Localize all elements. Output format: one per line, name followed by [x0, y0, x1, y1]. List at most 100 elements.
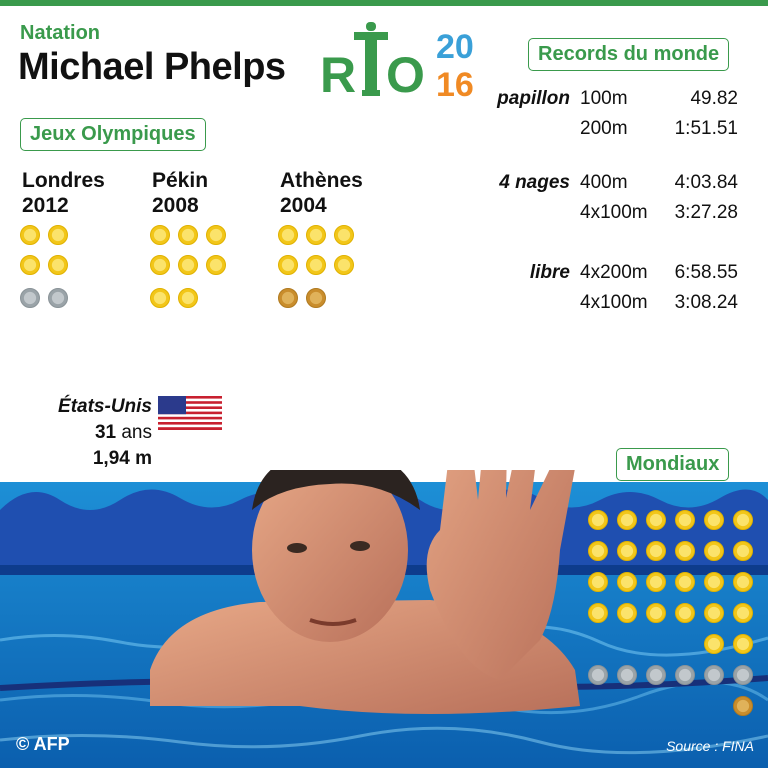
record-distance: 200m	[580, 118, 628, 139]
gold-medal-icon	[733, 634, 753, 654]
age-label: 31 ans	[2, 422, 152, 444]
silver-medal-icon	[646, 665, 666, 685]
record-distance: 4x100m	[580, 202, 648, 223]
gold-medal-icon	[178, 225, 198, 245]
logo-year-top: 20	[436, 28, 474, 66]
gold-medal-icon	[675, 541, 695, 561]
games-year: 2004	[280, 194, 327, 217]
record-row: 4x100m 3:27.28	[450, 202, 750, 226]
gold-medal-icon	[704, 634, 724, 654]
gold-medal-icon	[617, 603, 637, 623]
gold-medal-icon	[206, 255, 226, 275]
games-beijing: Pékin 2008	[152, 168, 208, 218]
gold-medal-icon	[617, 510, 637, 530]
gold-medal-icon	[733, 572, 753, 592]
record-distance: 4x200m	[580, 262, 648, 283]
gold-medal-icon	[588, 603, 608, 623]
gold-medal-icon	[588, 541, 608, 561]
gold-medal-icon	[675, 603, 695, 623]
gold-medal-icon	[588, 572, 608, 592]
gold-medal-icon	[178, 288, 198, 308]
record-row: libre 4x200m 6:58.55	[450, 262, 750, 286]
record-time: 4:03.84	[674, 172, 738, 193]
afp-credit: © AFP	[16, 734, 70, 754]
silver-medal-icon	[48, 288, 68, 308]
source-note: Source : FINA	[666, 738, 754, 754]
gold-medal-icon	[646, 510, 666, 530]
games-year: 2008	[152, 194, 199, 217]
games-year: 2012	[22, 194, 69, 217]
records-label: Records du monde	[528, 38, 730, 71]
bronze-medal-icon	[733, 696, 753, 716]
bronze-medal-icon	[278, 288, 298, 308]
logo-letter-r: R	[320, 47, 356, 103]
gold-medal-icon	[733, 510, 753, 530]
gold-medal-icon	[306, 225, 326, 245]
height-label: 1,94 m	[92, 448, 152, 469]
gold-medal-icon	[48, 225, 68, 245]
gold-medal-icon	[704, 603, 724, 623]
silver-medal-icon	[588, 665, 608, 685]
gold-medal-icon	[178, 255, 198, 275]
swimmer-photo	[0, 470, 768, 768]
record-time: 6:58.55	[674, 262, 738, 283]
games-london: Londres 2012	[22, 168, 105, 218]
gold-medal-icon	[704, 572, 724, 592]
silver-medal-icon	[704, 665, 724, 685]
gold-medal-icon	[334, 225, 354, 245]
gold-medal-icon	[617, 541, 637, 561]
record-row: 4 nages 400m 4:03.84	[450, 172, 750, 196]
usa-flag-icon	[158, 396, 222, 430]
gold-medal-icon	[617, 572, 637, 592]
silver-medal-icon	[20, 288, 40, 308]
gold-medal-icon	[20, 255, 40, 275]
country-label: États-Unis	[58, 396, 152, 417]
record-stroke: libre	[529, 262, 570, 283]
record-stroke: 4 nages	[499, 172, 570, 193]
record-row: 4x100m 3:08.24	[450, 292, 750, 316]
gold-medal-icon	[150, 288, 170, 308]
logo-letter-o: O	[386, 47, 425, 103]
record-distance: 4x100m	[580, 292, 648, 313]
gold-medal-icon	[733, 603, 753, 623]
rio-2016-logo: R O 20 16	[320, 22, 474, 104]
pool-scene	[0, 470, 768, 768]
gold-medal-icon	[704, 541, 724, 561]
gold-medal-icon	[206, 225, 226, 245]
gold-medal-icon	[733, 541, 753, 561]
gold-medal-icon	[646, 603, 666, 623]
record-distance: 100m	[580, 88, 628, 109]
record-stroke: papillon	[497, 88, 570, 109]
gold-medal-icon	[306, 255, 326, 275]
olympics-label: Jeux Olympiques	[20, 118, 206, 151]
silver-medal-icon	[733, 665, 753, 685]
gold-medal-icon	[150, 255, 170, 275]
gold-medal-icon	[646, 541, 666, 561]
gold-medal-icon	[150, 225, 170, 245]
gold-medal-icon	[278, 225, 298, 245]
record-row: papillon 100m 49.82	[450, 88, 750, 112]
gold-medal-icon	[20, 225, 40, 245]
logo-year-bottom: 16	[436, 66, 474, 104]
record-time: 1:51.51	[674, 118, 738, 139]
gold-medal-icon	[588, 510, 608, 530]
christ-statue-icon	[354, 22, 388, 96]
gold-medal-icon	[704, 510, 724, 530]
games-city: Pékin	[152, 169, 209, 192]
gold-medal-icon	[646, 572, 666, 592]
silver-medal-icon	[675, 665, 695, 685]
games-athens: Athènes 2004	[280, 168, 363, 218]
gold-medal-icon	[334, 255, 354, 275]
worlds-label: Mondiaux	[616, 448, 730, 481]
sport-label: Natation	[20, 22, 100, 44]
athlete-name: Michael Phelps	[18, 46, 286, 88]
games-city: Athènes	[280, 169, 363, 192]
gold-medal-icon	[48, 255, 68, 275]
record-distance: 400m	[580, 172, 628, 193]
gold-medal-icon	[278, 255, 298, 275]
record-time: 3:27.28	[674, 202, 738, 223]
silver-medal-icon	[617, 665, 637, 685]
record-time: 49.82	[690, 88, 738, 109]
record-time: 3:08.24	[674, 292, 738, 313]
record-row: 200m 1:51.51	[450, 118, 750, 142]
